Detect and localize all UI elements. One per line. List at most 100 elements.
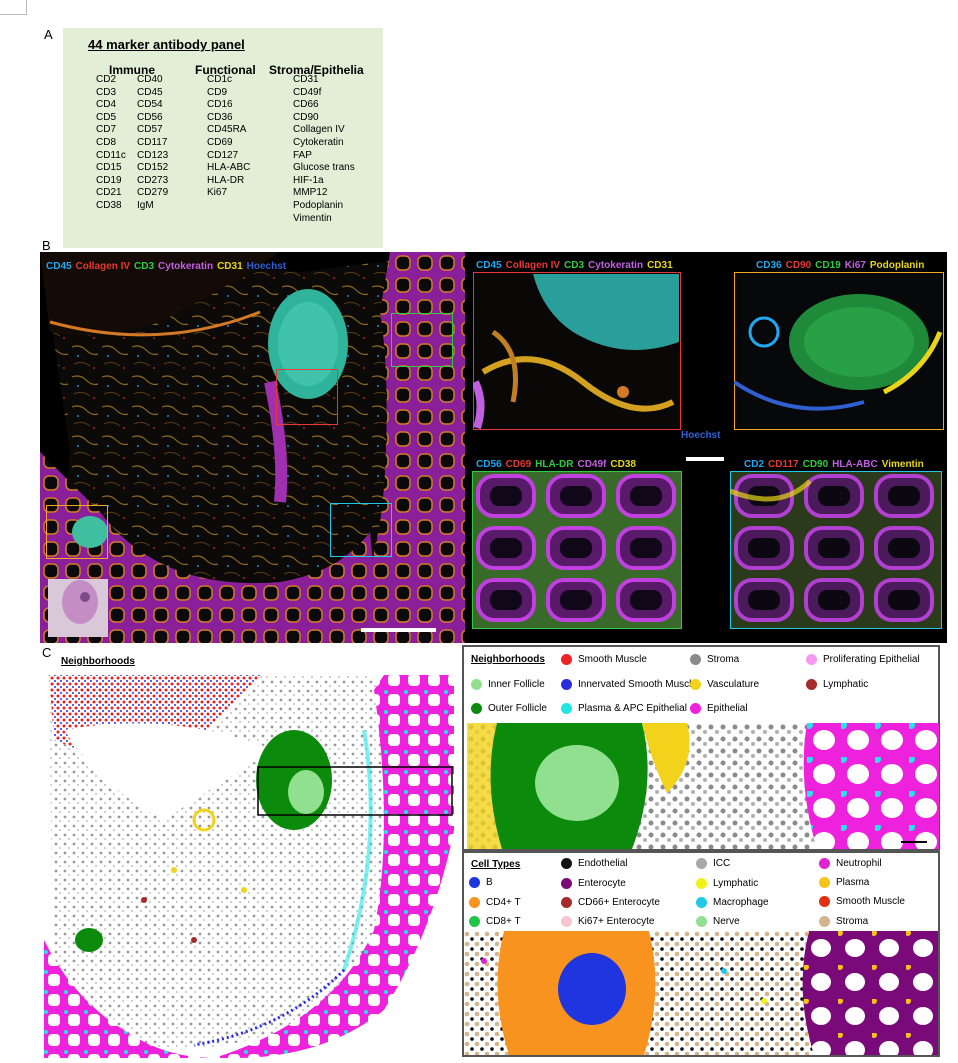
legend-label: Plasma (836, 877, 870, 888)
marker-name: CD45RA (207, 124, 247, 136)
main-scale-bar (361, 628, 436, 632)
marker-name: CD117 (137, 136, 168, 148)
marker-name: CD19 (96, 174, 122, 186)
neighborhood-map (44, 670, 454, 1058)
marker-name: CD152 (137, 162, 169, 174)
marker-name: CD1c (207, 74, 233, 85)
inset1-marker-legend: CD45 Collagen IV CD3 Cytokeratin CD31 (476, 260, 677, 271)
marker-name: CD31 (293, 74, 319, 85)
marker-name: CD49f (293, 86, 322, 98)
marker-label: Collagen IV (75, 261, 131, 272)
legend-label: Smooth Muscle (578, 654, 647, 665)
legend-label: B (486, 877, 493, 888)
legend-label: CD66+ Enterocyte (578, 897, 660, 908)
legend-label: CD4+ T (486, 897, 521, 908)
marker-label: CD90 (785, 260, 812, 271)
marker-name: CD3 (96, 86, 117, 98)
marker-name: CD11c (96, 149, 126, 161)
inset3-image (472, 471, 682, 629)
legend-swatch (561, 878, 572, 889)
marker-name: IgM (137, 199, 154, 211)
legend-item: Macrophage (696, 897, 769, 908)
legend-label: Ki67+ Enterocyte (578, 916, 655, 927)
marker-name: CD5 (96, 111, 117, 123)
legend-item: Lymphatic (696, 878, 758, 889)
legend-label: Lymphatic (823, 679, 869, 690)
hoechst-label: Hoechst (681, 430, 721, 441)
legend-swatch (469, 897, 480, 908)
legend-item: Smooth Muscle (819, 896, 905, 907)
legend-swatch (696, 858, 707, 869)
marker-name: CD54 (137, 99, 163, 111)
panel-a-title: 44 marker antibody panel (88, 37, 245, 52)
legend-item: Plasma (819, 877, 869, 888)
marker-label: Podoplanin (869, 260, 925, 271)
legend-item: Outer Follicle (471, 703, 547, 714)
marker-name: CD40 (137, 74, 163, 85)
marker-label: Cytokeratin (158, 261, 214, 272)
marker-name: HIF-1a (293, 174, 324, 186)
marker-name: Cytokeratin (293, 136, 344, 148)
neighborhood-zoom-image (467, 723, 939, 849)
functional-header: Functional (195, 63, 256, 77)
region-box-cyan (330, 503, 392, 557)
legend-swatch (806, 679, 817, 690)
marker-label: CD2 (744, 459, 765, 470)
region-box-orange (46, 505, 108, 559)
corner-frame (0, 0, 27, 15)
legend-item: Vasculature (690, 679, 759, 690)
legend-swatch (819, 877, 830, 888)
marker-name: HLA-ABC (207, 162, 251, 174)
main-tissue-image (40, 252, 465, 643)
legend-label: Vasculature (707, 679, 760, 690)
legend-label: Stroma (707, 654, 740, 665)
legend-label: Plasma & APC Epithelial (578, 703, 687, 714)
marker-label: CD38 (610, 459, 636, 470)
legend-label: Nerve (713, 916, 740, 927)
marker-name: Glucose trans (293, 162, 355, 174)
inset4-marker-legend: CD2 CD117 CD90 HLA-ABC Vimentin (744, 459, 928, 470)
stroma-header: Stroma/Epithelia (269, 63, 364, 77)
legend-swatch (806, 654, 817, 665)
legend-label: Innervated Smooth Muscle (578, 679, 697, 690)
legend-item: CD4+ T (469, 897, 521, 908)
legend-swatch (561, 703, 572, 714)
marker-label: CD19 (815, 260, 841, 271)
marker-name: CD123 (137, 149, 169, 161)
marker-name: CD66 (293, 99, 319, 111)
marker-name: CD273 (137, 174, 169, 186)
panel-label-c: C (42, 645, 52, 660)
legend-label: Stroma (836, 916, 869, 927)
marker-label: CD69 (505, 459, 532, 470)
inset1-image (473, 272, 681, 430)
legend-label: CD8+ T (486, 916, 521, 927)
legend-item: CD66+ Enterocyte (561, 897, 660, 908)
legend-swatch (690, 654, 701, 665)
marker-label: CD36 (756, 260, 782, 271)
legend-label: Enterocyte (578, 878, 626, 889)
legend-label: ICC (713, 858, 731, 869)
legend-item: Smooth Muscle (561, 654, 647, 665)
legend-item: Epithelial (690, 703, 748, 714)
legend-item: B (469, 877, 493, 888)
marker-label: Ki67 (844, 260, 866, 271)
legend-swatch (469, 877, 480, 888)
region-box-red (276, 369, 338, 425)
celltypes-legend: Cell Types B CD4+ T CD8+ T Endothelial Enter… (462, 851, 940, 1057)
marker-name: CD57 (137, 124, 163, 136)
legend-label: Smooth Muscle (836, 896, 905, 907)
marker-name: Vimentin (293, 212, 332, 224)
legend-label: Endothelial (578, 858, 628, 869)
marker-label: CD3 (564, 260, 585, 271)
marker-name: CD279 (137, 187, 169, 199)
imaging-panel: CD45 Collagen IV CD3 Cytokeratin CD31 Hoechst… (40, 252, 947, 643)
marker-name: CD21 (96, 187, 122, 199)
marker-name: HLA-DR (207, 174, 245, 186)
antibody-panel-box: 44 marker antibody panel Immune Function… (63, 28, 383, 248)
legend-item: Stroma (819, 916, 868, 927)
legend-label: Inner Follicle (488, 679, 545, 690)
legend-label: Outer Follicle (488, 703, 547, 714)
marker-label: HLA-DR (535, 459, 574, 470)
stroma-column: CD31 CD49f CD66 CD90 Collagen IV Cytokeratin F… (293, 74, 355, 225)
marker-name: CD127 (207, 149, 239, 161)
